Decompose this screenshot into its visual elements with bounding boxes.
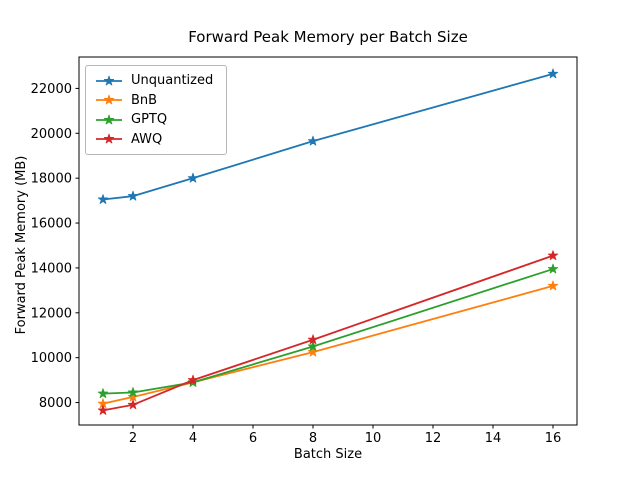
x-tick-label: 10 [365,431,382,446]
data-point-star-icon [547,68,559,79]
legend-label-bnb: BnB [131,92,158,108]
data-point-star-icon [547,250,559,261]
y-tick-label: 12000 [31,306,72,321]
x-tick-label: 12 [425,431,442,446]
data-point-star-icon [187,374,199,385]
x-tick-label: 4 [189,431,197,446]
legend-label-gptq: GPTQ [131,112,168,128]
y-tick-label: 16000 [31,217,72,232]
data-point-star-icon [127,387,139,397]
data-point-star-icon [307,341,319,351]
x-axis-label: Batch Size [293,447,363,462]
data-point-star-icon [307,135,319,146]
legend-swatch-star-icon [96,75,122,86]
legend: Unquantized BnB GPTQ AWQ [85,65,227,155]
x-tick-label: 14 [485,431,502,446]
x-tick-label: 8 [309,431,317,446]
y-tick-label: 20000 [31,127,72,142]
legend-label-unquantized: Unquantized [131,73,214,89]
data-point-star-icon [547,280,559,291]
legend-item-unquantized: Unquantized [95,71,218,91]
y-tick-label: 14000 [31,261,72,276]
y-axis-label: Forward Peak Memory (MB) [14,155,29,335]
data-point-star-icon [307,346,319,357]
legend-swatch-star-icon [96,114,122,125]
data-point-star-icon [127,391,139,402]
plot-border [78,56,578,426]
data-point-star-icon [127,399,139,410]
data-point-star-icon [187,172,199,183]
y-tick-label: 10000 [31,351,72,366]
legend-swatch-star-icon [96,133,122,144]
chart-title: Forward Peak Memory per Batch Size [188,28,468,46]
legend-swatch-star-icon [96,94,122,105]
y-tick-label: 22000 [31,82,72,97]
series-line-gptq [102,268,554,395]
legend-item-bnb: BnB [95,91,218,111]
data-point-star-icon [127,190,139,201]
data-point-star-icon [97,194,109,204]
data-series [97,68,559,415]
data-point-star-icon [97,405,109,415]
y-tick-label: 8000 [39,396,72,411]
x-tick-label: 6 [249,431,257,446]
data-point-star-icon [547,263,559,274]
x-tick-label: 16 [545,431,562,446]
data-point-star-icon [97,388,109,399]
axes: 2 4 6 8 10 12 14 16 8000 10000 12000 14000 16000 1800… [31,56,578,446]
legend-item-gptq: GPTQ [95,110,218,130]
data-point-star-icon [307,334,319,345]
y-tick-label: 18000 [31,172,72,187]
legend-label-awq: AWQ [131,131,163,147]
legend-item-awq: AWQ [95,130,218,150]
x-tick-label: 2 [129,431,137,446]
